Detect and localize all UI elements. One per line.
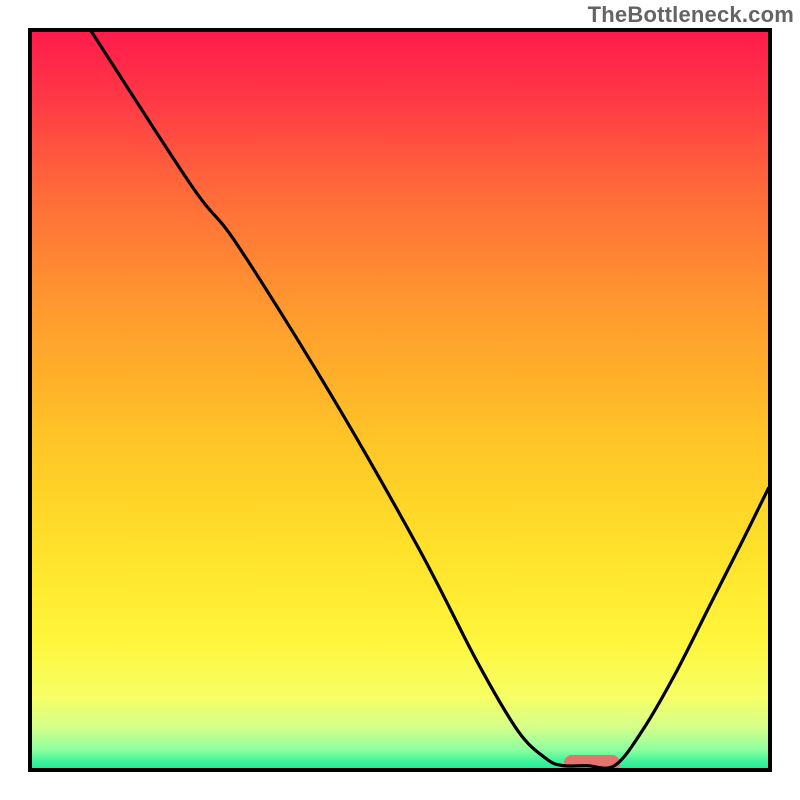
plot-border	[30, 30, 770, 770]
curve-overlay	[28, 28, 772, 772]
watermark-text: TheBottleneck.com	[588, 2, 794, 28]
plot-area	[28, 28, 772, 772]
bottleneck-curve	[91, 31, 768, 768]
chart-container: TheBottleneck.com	[0, 0, 800, 800]
